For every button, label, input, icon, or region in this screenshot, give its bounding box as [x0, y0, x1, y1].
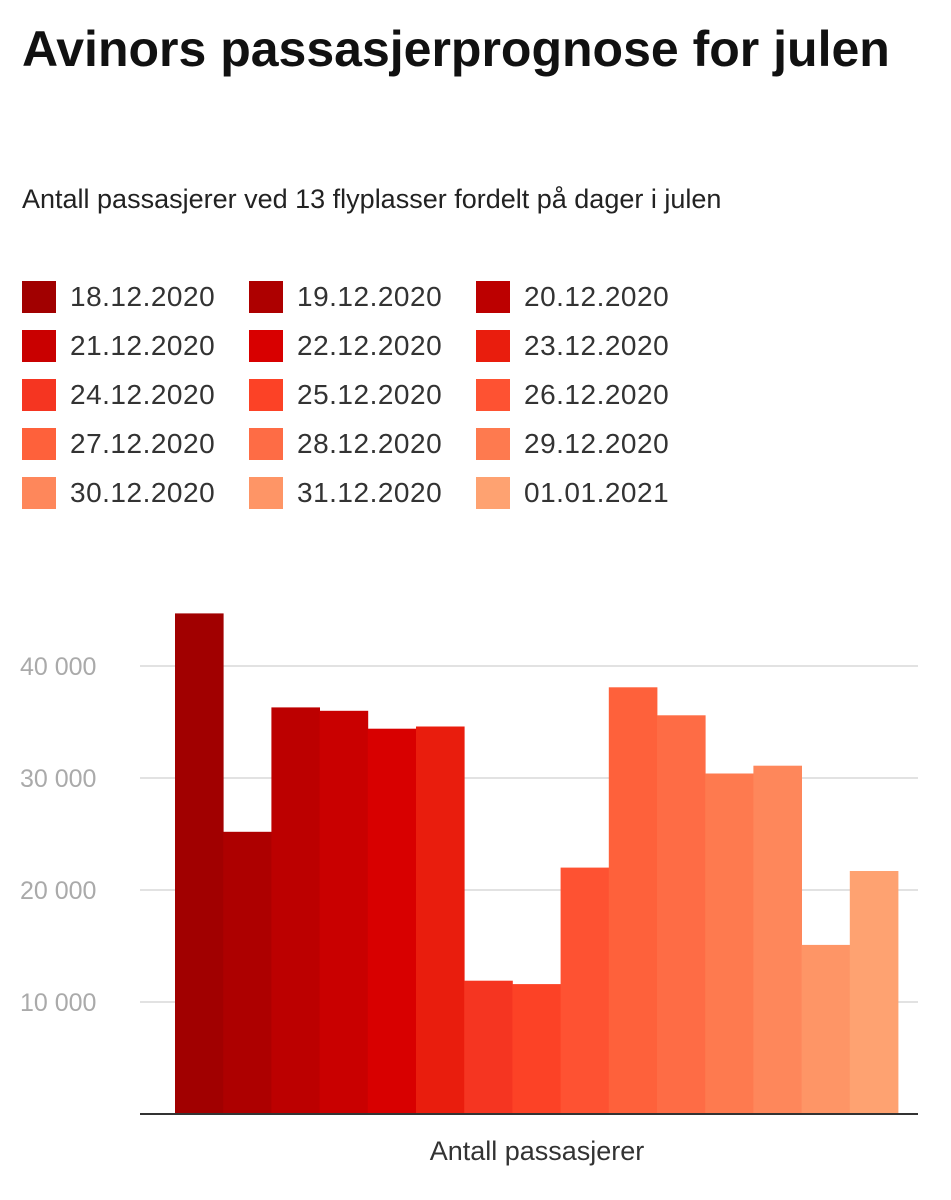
legend-item: 28.12.2020 [249, 427, 442, 461]
legend-swatch [249, 428, 283, 460]
legend-label: 27.12.2020 [70, 428, 216, 459]
legend-swatch [476, 477, 510, 509]
chart-subtitle: Antall passasjerer ved 13 flyplasser for… [22, 184, 722, 214]
bar [464, 980, 513, 1114]
bar [657, 715, 706, 1114]
legend-item: 22.12.2020 [249, 329, 442, 363]
y-tick-label: 30 000 [20, 765, 96, 793]
y-axis-ticks: 10 000 20 000 30 000 40 000 [20, 653, 96, 1017]
legend-label: 20.12.2020 [524, 281, 670, 312]
legend-item: 27.12.2020 [22, 427, 215, 461]
legend-item: 25.12.2020 [249, 378, 442, 412]
bar [367, 728, 417, 1114]
legend-label: 26.12.2020 [524, 379, 670, 410]
y-tick-label: 20 000 [20, 877, 96, 905]
x-axis-label: Antall passasjerer [430, 1136, 645, 1166]
bar [223, 831, 272, 1114]
bar [608, 687, 658, 1114]
y-tick-label: 40 000 [20, 653, 96, 681]
legend-item: 29.12.2020 [476, 427, 669, 461]
legend-label: 21.12.2020 [70, 330, 216, 361]
legend-label: 31.12.2020 [297, 477, 443, 508]
legend-label: 30.12.2020 [70, 477, 216, 508]
legend-swatch [249, 281, 283, 313]
legend-label: 29.12.2020 [524, 428, 670, 459]
bar [271, 707, 320, 1114]
legend-item: 19.12.2020 [249, 280, 442, 314]
legend-label: 23.12.2020 [524, 330, 670, 361]
legend-swatch [22, 330, 56, 362]
legend-label: 28.12.2020 [297, 428, 443, 459]
legend-swatch [476, 330, 510, 362]
y-tick-label: 10 000 [20, 989, 96, 1017]
bar [753, 765, 802, 1114]
bar [319, 710, 369, 1114]
legend-label: 22.12.2020 [297, 330, 443, 361]
bar [705, 773, 754, 1114]
legend-swatch [476, 281, 510, 313]
legend-swatch [22, 477, 56, 509]
legend-item: 20.12.2020 [476, 280, 669, 314]
legend-swatch [249, 379, 283, 411]
legend-label: 25.12.2020 [297, 379, 443, 410]
legend-swatch [249, 477, 283, 509]
legend-swatch [249, 330, 283, 362]
bar [801, 944, 851, 1114]
legend-item: 26.12.2020 [476, 378, 669, 412]
legend-item: 23.12.2020 [476, 329, 669, 363]
bar [512, 984, 561, 1114]
legend-swatch [476, 428, 510, 460]
chart-title: Avinors passasjerprognose for julen [22, 21, 890, 77]
bar [175, 613, 224, 1114]
legend-item: 01.01.2021 [476, 476, 669, 510]
legend-swatch [22, 428, 56, 460]
legend-item: 18.12.2020 [22, 280, 215, 314]
legend-swatch [476, 379, 510, 411]
legend-item: 31.12.2020 [249, 476, 442, 510]
legend-label: 19.12.2020 [297, 281, 443, 312]
legend-label: 24.12.2020 [70, 379, 216, 410]
bar [416, 726, 465, 1114]
bars [175, 613, 899, 1114]
legend-item: 24.12.2020 [22, 378, 215, 412]
bar [560, 867, 610, 1114]
bar [849, 871, 899, 1114]
legend-swatch [22, 281, 56, 313]
legend-item: 21.12.2020 [22, 329, 215, 363]
legend-swatch [22, 379, 56, 411]
legend-item: 30.12.2020 [22, 476, 215, 510]
legend-label: 18.12.2020 [70, 281, 216, 312]
legend-label: 01.01.2021 [524, 477, 670, 508]
